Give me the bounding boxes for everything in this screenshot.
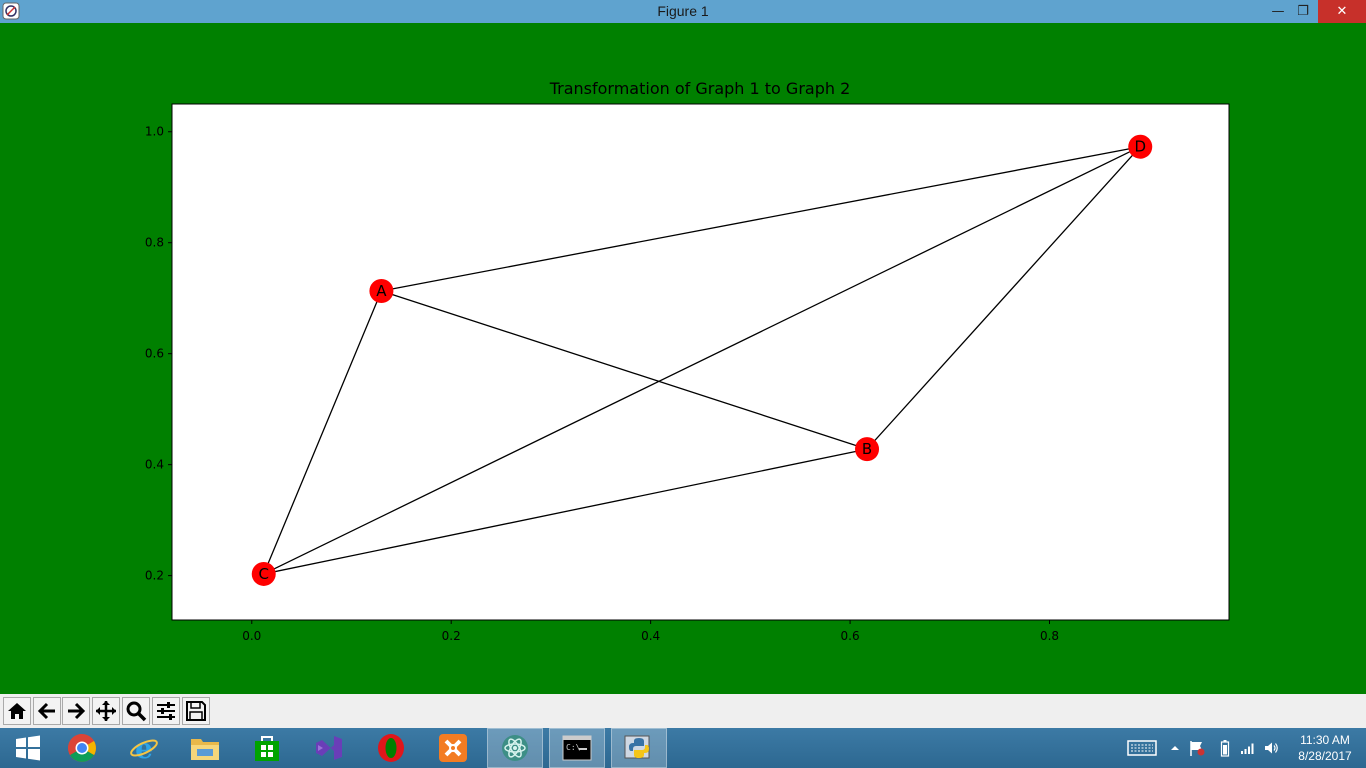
edge-A-C bbox=[263, 290, 383, 575]
figure-canvas[interactable]: Transformation of Graph 1 to Graph 2 A B C… bbox=[0, 23, 1366, 694]
back-button[interactable] bbox=[33, 697, 61, 725]
chrome-icon bbox=[68, 734, 96, 762]
touch-keyboard-button[interactable] bbox=[1124, 728, 1160, 768]
svg-text:C:\: C:\ bbox=[566, 743, 581, 752]
navigation-toolbar bbox=[0, 694, 1366, 728]
python-app-icon bbox=[2, 2, 20, 20]
x-tick-label: 0.4 bbox=[641, 629, 660, 643]
y-tick-label: 1.0 bbox=[145, 125, 164, 139]
edge-B-C bbox=[263, 448, 868, 575]
taskbar-opera[interactable] bbox=[363, 728, 419, 768]
edges-layer bbox=[263, 146, 1141, 575]
ie-icon: e bbox=[130, 733, 158, 763]
speaker-icon bbox=[1265, 742, 1278, 754]
flag-icon bbox=[1190, 741, 1205, 756]
move-icon bbox=[96, 701, 116, 721]
clock-time: 11:30 AM bbox=[1300, 733, 1350, 747]
node-label-A: A bbox=[376, 282, 387, 300]
pan-button[interactable] bbox=[92, 697, 120, 725]
taskbar-xampp[interactable] bbox=[425, 728, 481, 768]
taskbar-file-explorer[interactable] bbox=[177, 728, 233, 768]
y-tick-label: 0.2 bbox=[145, 569, 164, 583]
opera-icon bbox=[378, 734, 404, 762]
cmd-icon: C:\ bbox=[562, 735, 592, 761]
arrow-right-icon bbox=[68, 702, 86, 720]
save-button[interactable] bbox=[182, 697, 210, 725]
start-button[interactable] bbox=[0, 728, 56, 768]
battery-button[interactable] bbox=[1214, 728, 1236, 768]
maximize-button[interactable]: ❐ bbox=[1297, 4, 1309, 19]
sliders-icon bbox=[157, 702, 175, 720]
x-tick-label: 0.2 bbox=[442, 629, 461, 643]
taskbar-command-prompt[interactable]: C:\ bbox=[549, 728, 605, 768]
home-icon bbox=[8, 703, 26, 719]
battery-icon bbox=[1220, 740, 1230, 757]
minimize-button[interactable]: — bbox=[1271, 4, 1285, 19]
network-button[interactable] bbox=[1238, 728, 1258, 768]
edge-C-D bbox=[263, 146, 1141, 575]
python-icon bbox=[624, 735, 650, 759]
edge-A-B bbox=[381, 290, 868, 450]
configure-subplots-button[interactable] bbox=[152, 697, 180, 725]
graph-chart: Transformation of Graph 1 to Graph 2 A B C… bbox=[145, 79, 1230, 643]
node-B bbox=[855, 437, 880, 462]
zoom-button[interactable] bbox=[122, 697, 150, 725]
taskbar-chrome[interactable] bbox=[54, 728, 110, 768]
store-icon bbox=[255, 736, 279, 761]
y-axis-ticks: 0.2 0.4 0.6 0.8 1.0 bbox=[145, 125, 172, 583]
home-button[interactable] bbox=[3, 697, 31, 725]
y-tick-label: 0.4 bbox=[145, 458, 164, 472]
edge-B-D bbox=[866, 146, 1141, 450]
taskbar-store[interactable] bbox=[239, 728, 295, 768]
chevron-up-icon bbox=[1171, 746, 1179, 750]
close-button[interactable]: ✕ bbox=[1318, 0, 1366, 23]
window-titlebar: Figure 1 — ❐ ✕ bbox=[0, 0, 1366, 23]
folder-icon bbox=[191, 739, 219, 760]
forward-button[interactable] bbox=[62, 697, 90, 725]
x-tick-label: 0.6 bbox=[841, 629, 860, 643]
node-label-D: D bbox=[1134, 138, 1146, 156]
arrow-left-icon bbox=[37, 702, 55, 720]
x-axis-ticks: 0.0 0.2 0.4 0.6 0.8 bbox=[242, 620, 1059, 643]
taskbar-atom[interactable] bbox=[487, 728, 543, 768]
system-clock[interactable]: 11:30 AM 8/28/2017 bbox=[1290, 732, 1360, 764]
x-tick-label: 0.0 bbox=[242, 629, 261, 643]
clock-date: 8/28/2017 bbox=[1298, 749, 1352, 763]
y-tick-label: 0.8 bbox=[145, 236, 164, 250]
volume-button[interactable] bbox=[1262, 728, 1282, 768]
keyboard-icon bbox=[1127, 740, 1157, 756]
taskbar-visual-studio[interactable] bbox=[301, 728, 357, 768]
node-label-C: C bbox=[258, 565, 268, 583]
floppy-disk-icon bbox=[186, 701, 206, 721]
signal-icon bbox=[1241, 743, 1254, 754]
taskbar-python[interactable] bbox=[611, 728, 667, 768]
x-tick-label: 0.8 bbox=[1040, 629, 1059, 643]
action-center-button[interactable] bbox=[1186, 728, 1208, 768]
windows-logo-icon bbox=[16, 735, 40, 761]
window-title: Figure 1 bbox=[657, 3, 709, 19]
taskbar-internet-explorer[interactable]: e bbox=[116, 728, 172, 768]
atom-icon bbox=[502, 735, 528, 761]
node-D bbox=[1128, 134, 1153, 159]
show-hidden-icons-button[interactable] bbox=[1166, 728, 1184, 768]
node-A bbox=[369, 278, 394, 303]
taskbar: e bbox=[0, 728, 1366, 768]
y-tick-label: 0.6 bbox=[145, 347, 164, 361]
magnifier-icon bbox=[126, 701, 147, 722]
edge-A-D bbox=[381, 146, 1141, 292]
node-label-B: B bbox=[862, 440, 872, 458]
nodes-layer: A B C D bbox=[251, 134, 1153, 586]
visual-studio-icon bbox=[316, 736, 342, 760]
svg-text:e: e bbox=[135, 733, 153, 763]
node-C bbox=[251, 561, 276, 586]
chart-title: Transformation of Graph 1 to Graph 2 bbox=[549, 79, 851, 98]
xampp-icon bbox=[439, 734, 467, 762]
